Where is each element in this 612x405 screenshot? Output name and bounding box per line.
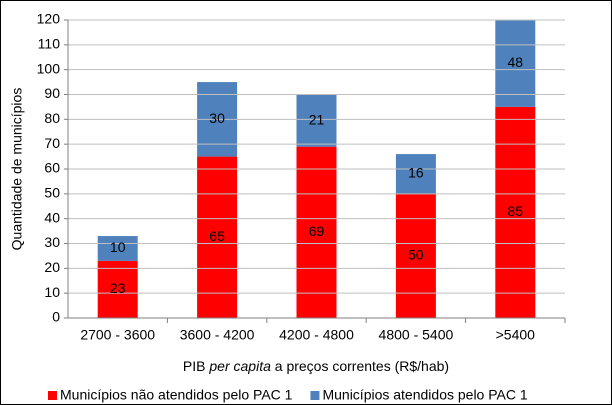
legend-label: Municípios atendidos pelo PAC 1 [322, 387, 527, 403]
x-label-part: a preços correntes (R$/hab) [271, 358, 449, 374]
data-label: 21 [309, 111, 325, 127]
x-label-part: PIB [183, 358, 209, 374]
bar-segment [296, 146, 337, 318]
y-tick-label: 50 [44, 185, 60, 201]
bar-segment [97, 260, 138, 318]
y-tick-label: 60 [44, 160, 60, 176]
legend-swatch [310, 391, 320, 400]
bar-segment [197, 156, 238, 318]
data-label: 16 [408, 165, 424, 181]
x-tick-label: 2700 - 3600 [80, 327, 155, 343]
data-label: 48 [508, 54, 524, 70]
y-tick-label: 30 [44, 234, 60, 250]
y-tick-label: 90 [44, 85, 60, 101]
x-tick-label: 3600 - 4200 [180, 327, 255, 343]
x-tick-label: >5400 [496, 327, 536, 343]
y-tick-label: 110 [38, 36, 61, 52]
data-label: 23 [110, 280, 126, 296]
legend-swatch [48, 391, 57, 400]
legend-label: Municípios não atendidos pelo PAC 1 [60, 387, 293, 403]
data-label: 30 [209, 110, 225, 126]
bar-segment [495, 20, 536, 107]
bar-segment [395, 154, 436, 194]
bar-segment [395, 193, 436, 318]
x-tick-label: 4200 - 4800 [279, 327, 354, 343]
y-tick-label: 40 [44, 209, 60, 225]
y-tick-label: 100 [37, 60, 61, 76]
y-tick-label: 70 [44, 135, 60, 151]
y-tick-label: 10 [44, 284, 60, 300]
bar-segment [296, 94, 337, 147]
y-tick-label: 0 [52, 309, 60, 325]
y-tick-label: 120 [37, 11, 61, 27]
data-label: 10 [110, 239, 126, 255]
y-axis-label: Quantidade de municípios [9, 88, 25, 251]
bar-segment [97, 236, 138, 261]
plot-area [97, 20, 536, 318]
x-tick-label: 4800 - 5400 [379, 327, 454, 343]
bar-segment [495, 106, 536, 318]
data-label: 69 [309, 223, 325, 239]
data-label: 85 [508, 203, 524, 219]
y-tick-label: 80 [44, 110, 60, 126]
data-label: 50 [408, 247, 424, 263]
x-label-part: per capita [208, 358, 271, 374]
y-tick-label: 20 [44, 259, 60, 275]
data-label: 65 [209, 228, 225, 244]
x-axis-label: PIB per capita a preços correntes (R$/ha… [183, 358, 449, 374]
